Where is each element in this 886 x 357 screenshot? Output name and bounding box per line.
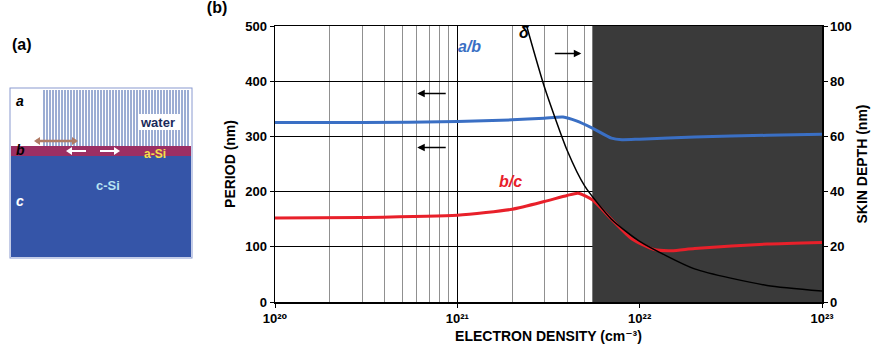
svg-text:400: 400: [245, 74, 267, 89]
svg-text:δ: δ: [519, 24, 529, 41]
svg-text:100: 100: [245, 239, 267, 254]
svg-text:200: 200: [245, 184, 267, 199]
svg-text:20: 20: [830, 239, 844, 254]
svg-text:(b): (b): [207, 0, 227, 16]
svg-text:ELECTRON DENSITY (cm⁻³): ELECTRON DENSITY (cm⁻³): [455, 328, 642, 344]
svg-text:0: 0: [830, 295, 837, 310]
svg-text:500: 500: [245, 19, 267, 34]
svg-text:a-Si: a-Si: [144, 147, 166, 161]
svg-text:PERIOD (nm): PERIOD (nm): [222, 120, 238, 208]
svg-text:10²³: 10²³: [810, 311, 834, 326]
html-text:(a): (a): [12, 36, 32, 53]
svg-text:10²⁰: 10²⁰: [263, 311, 288, 326]
svg-text:40: 40: [830, 184, 844, 199]
svg-text:10²¹: 10²¹: [446, 311, 469, 326]
svg-text:10²²: 10²²: [628, 311, 652, 326]
svg-text:a/b: a/b: [458, 38, 481, 55]
svg-text:100: 100: [830, 19, 852, 34]
svg-text:300: 300: [245, 129, 267, 144]
svg-text:0: 0: [260, 295, 267, 310]
svg-text:a: a: [16, 93, 24, 109]
svg-text:80: 80: [830, 74, 844, 89]
svg-text:c-Si: c-Si: [96, 178, 120, 193]
svg-text:water: water: [140, 115, 175, 130]
svg-text:60: 60: [830, 129, 844, 144]
svg-text:b: b: [16, 142, 25, 158]
svg-text:SKIN DEPTH (nm): SKIN DEPTH (nm): [854, 105, 870, 224]
svg-text:c: c: [16, 193, 24, 209]
svg-text:b/c: b/c: [499, 173, 522, 190]
